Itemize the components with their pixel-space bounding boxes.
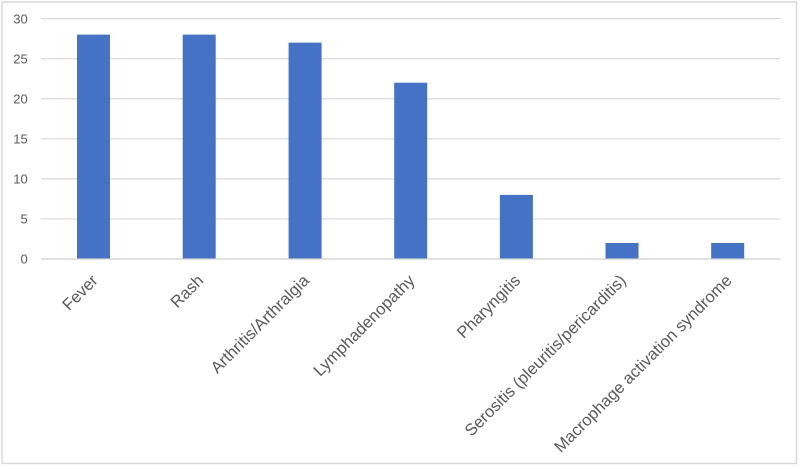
svg-text:15: 15	[13, 132, 27, 147]
svg-text:30: 30	[13, 11, 27, 26]
svg-text:0: 0	[20, 252, 27, 267]
svg-text:20: 20	[13, 91, 27, 106]
svg-text:25: 25	[13, 51, 27, 66]
svg-text:5: 5	[20, 212, 27, 227]
svg-text:10: 10	[13, 172, 27, 187]
